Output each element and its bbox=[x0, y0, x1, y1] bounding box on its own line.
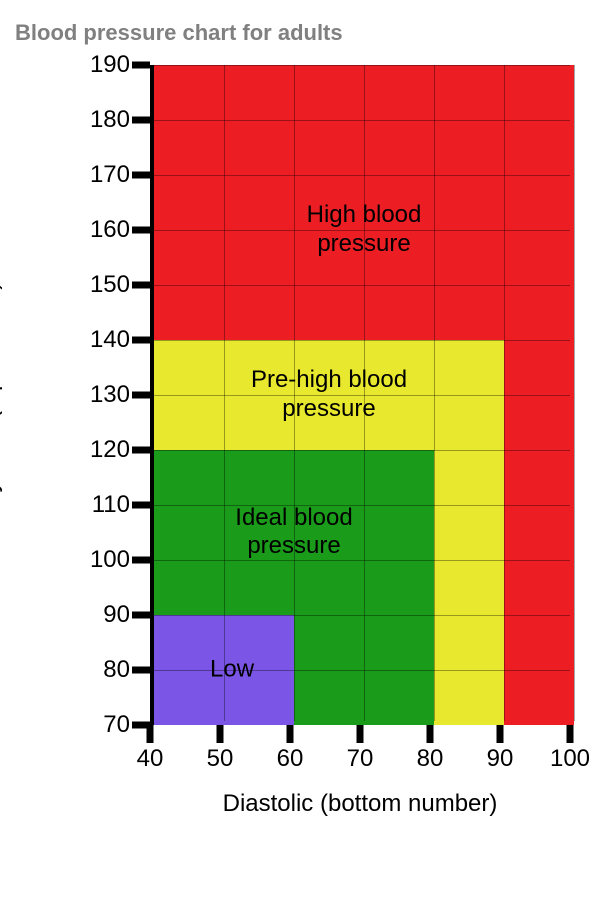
x-tick-mark bbox=[427, 725, 434, 743]
gridline-h bbox=[154, 450, 570, 451]
y-tick-label: 180 bbox=[50, 106, 130, 134]
y-tick-label: 150 bbox=[50, 271, 130, 299]
plot-area: High blood pressure Pre-high bloodpressur… bbox=[150, 65, 570, 725]
x-tick-label: 100 bbox=[550, 745, 590, 773]
x-tick-mark bbox=[147, 725, 154, 743]
gridline-h bbox=[154, 505, 570, 506]
gridline-h bbox=[154, 340, 570, 341]
gridline-v bbox=[574, 65, 575, 721]
y-tick-mark bbox=[132, 557, 150, 564]
gridline-h bbox=[154, 615, 570, 616]
region-label-high: High blood pressure bbox=[261, 201, 467, 259]
x-tick-label: 90 bbox=[487, 745, 514, 773]
y-tick-mark bbox=[132, 172, 150, 179]
region-label-low: Low bbox=[210, 656, 254, 685]
gridline-v bbox=[504, 65, 505, 721]
y-tick-label: 70 bbox=[50, 711, 130, 739]
y-tick-mark bbox=[132, 667, 150, 674]
y-tick-label: 80 bbox=[50, 656, 130, 684]
y-tick-mark bbox=[132, 447, 150, 454]
y-tick-label: 90 bbox=[50, 601, 130, 629]
gridline-h bbox=[154, 285, 570, 286]
y-tick-mark bbox=[132, 337, 150, 344]
y-tick-mark bbox=[132, 62, 150, 69]
gridline-v bbox=[224, 65, 225, 721]
y-tick-label: 130 bbox=[50, 381, 130, 409]
bp-chart: Systolic (top number) Diastolic (bottom … bbox=[0, 55, 600, 875]
y-tick-label: 120 bbox=[50, 436, 130, 464]
gridline-v bbox=[434, 65, 435, 721]
y-tick-mark bbox=[132, 502, 150, 509]
x-tick-label: 50 bbox=[207, 745, 234, 773]
y-tick-mark bbox=[132, 392, 150, 399]
x-tick-label: 60 bbox=[277, 745, 304, 773]
y-tick-mark bbox=[132, 282, 150, 289]
x-tick-label: 40 bbox=[137, 745, 164, 773]
region-label-prehigh: Pre-high bloodpressure bbox=[251, 366, 407, 424]
page-title: Blood pressure chart for adults bbox=[15, 20, 343, 46]
y-tick-label: 170 bbox=[50, 161, 130, 189]
y-tick-label: 140 bbox=[50, 326, 130, 354]
y-tick-label: 110 bbox=[50, 491, 130, 519]
region-label-ideal: Ideal bloodpressure bbox=[235, 504, 352, 562]
x-tick-label: 70 bbox=[347, 745, 374, 773]
y-tick-mark bbox=[132, 612, 150, 619]
gridline-h bbox=[154, 65, 570, 66]
x-tick-mark bbox=[497, 725, 504, 743]
gridline-h bbox=[154, 120, 570, 121]
y-tick-label: 190 bbox=[50, 51, 130, 79]
y-tick-mark bbox=[132, 117, 150, 124]
gridline-h bbox=[154, 560, 570, 561]
y-tick-mark bbox=[132, 227, 150, 234]
y-axis: 708090100110120130140150160170180190 bbox=[0, 65, 150, 725]
x-tick-mark bbox=[287, 725, 294, 743]
y-tick-label: 160 bbox=[50, 216, 130, 244]
gridline-h bbox=[154, 175, 570, 176]
x-tick-mark bbox=[567, 725, 574, 743]
x-axis: 405060708090100 bbox=[150, 725, 570, 805]
x-tick-label: 80 bbox=[417, 745, 444, 773]
y-tick-label: 100 bbox=[50, 546, 130, 574]
x-tick-mark bbox=[357, 725, 364, 743]
x-tick-mark bbox=[217, 725, 224, 743]
